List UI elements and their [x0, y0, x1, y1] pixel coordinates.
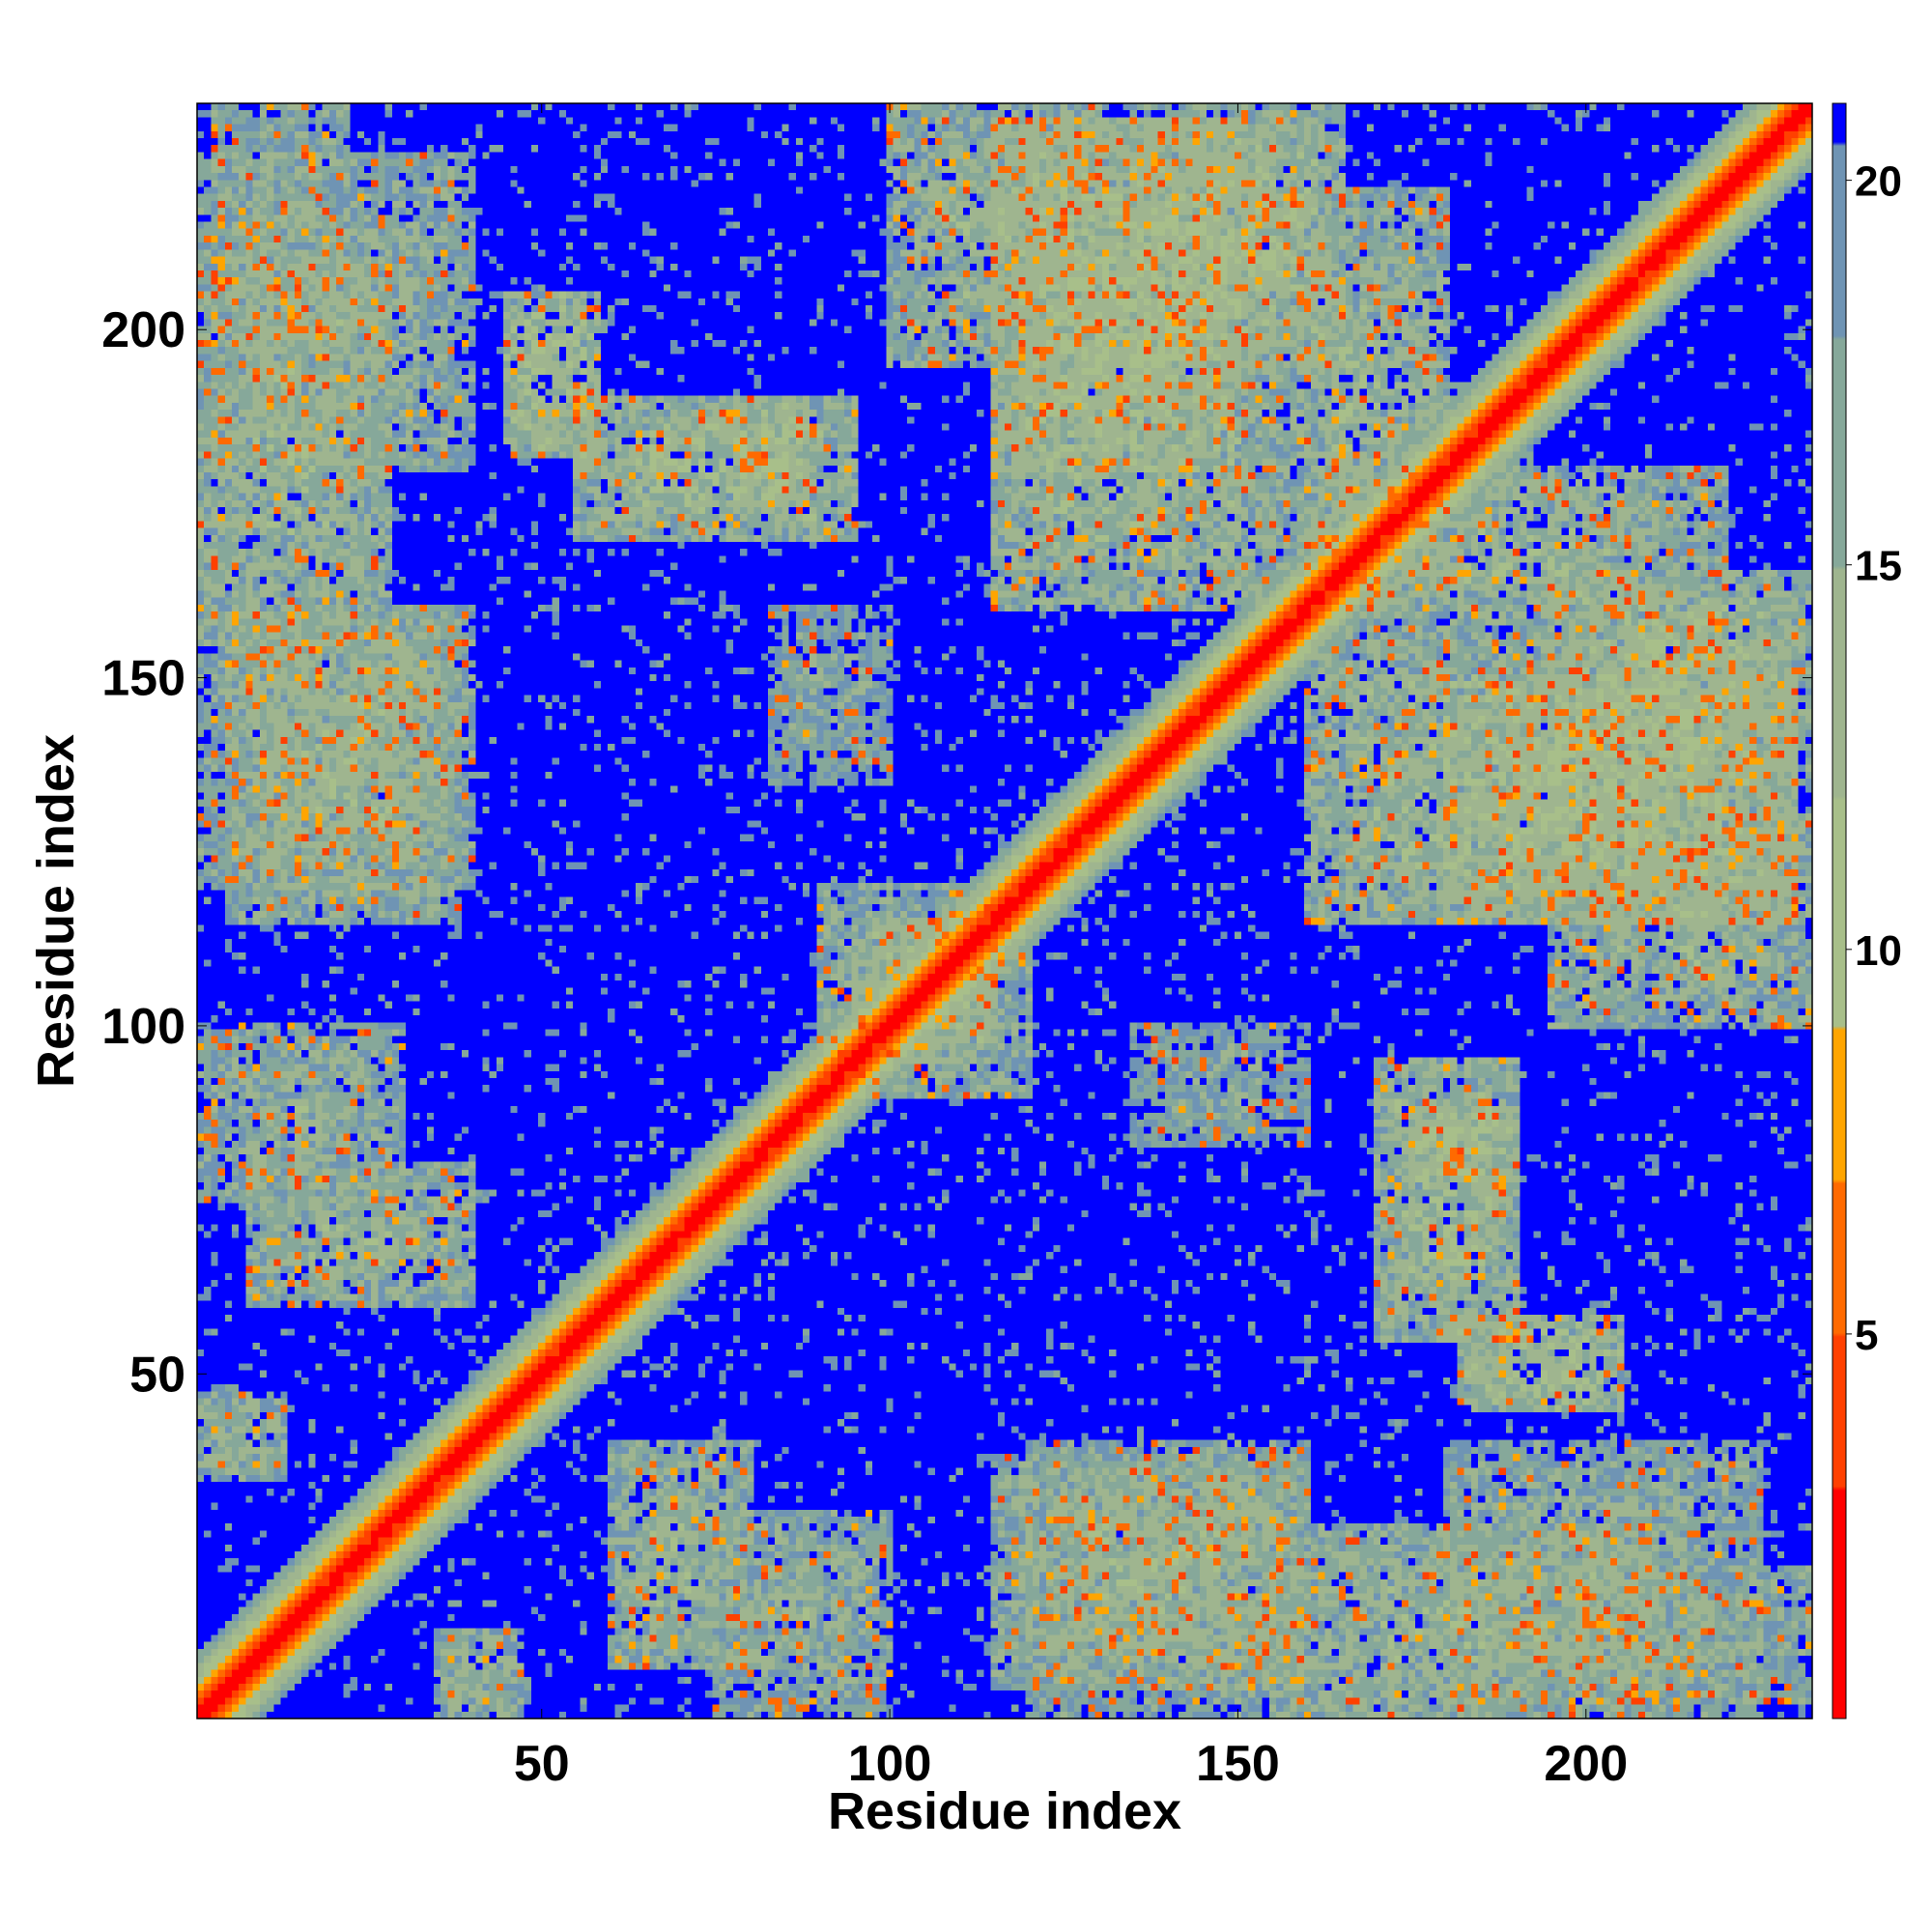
x-axis-label: Residue index	[828, 1782, 1181, 1840]
x-tick-label: 150	[1196, 1736, 1280, 1792]
y-tick-label: 100	[101, 999, 185, 1055]
plot-border	[196, 102, 1813, 1719]
colorbar-gradient	[1833, 103, 1846, 1719]
x-tick-label: 200	[1544, 1736, 1628, 1792]
colorbar-border	[1832, 102, 1847, 1719]
heatmap-cells	[197, 103, 1812, 1719]
colorbar-tick-label: 20	[1855, 158, 1902, 206]
colorbar-tick-label: 15	[1855, 543, 1902, 590]
y-tick-label: 150	[101, 651, 185, 707]
y-axis-label: Residue index	[27, 734, 85, 1088]
colorbar-ticks: 5 10 15 20	[1846, 158, 1902, 1359]
y-tick-label: 200	[101, 302, 185, 358]
y-axis-ticks: 50 100 150 200	[101, 302, 1812, 1403]
x-tick-label: 50	[514, 1736, 570, 1792]
x-tick-label: 100	[848, 1736, 932, 1792]
y-tick-label: 50	[129, 1347, 185, 1403]
colorbar-tick-label: 10	[1855, 927, 1902, 975]
colorbar-tick-label: 5	[1855, 1312, 1878, 1359]
x-axis-ticks: 50 100 150 200	[514, 103, 1628, 1792]
